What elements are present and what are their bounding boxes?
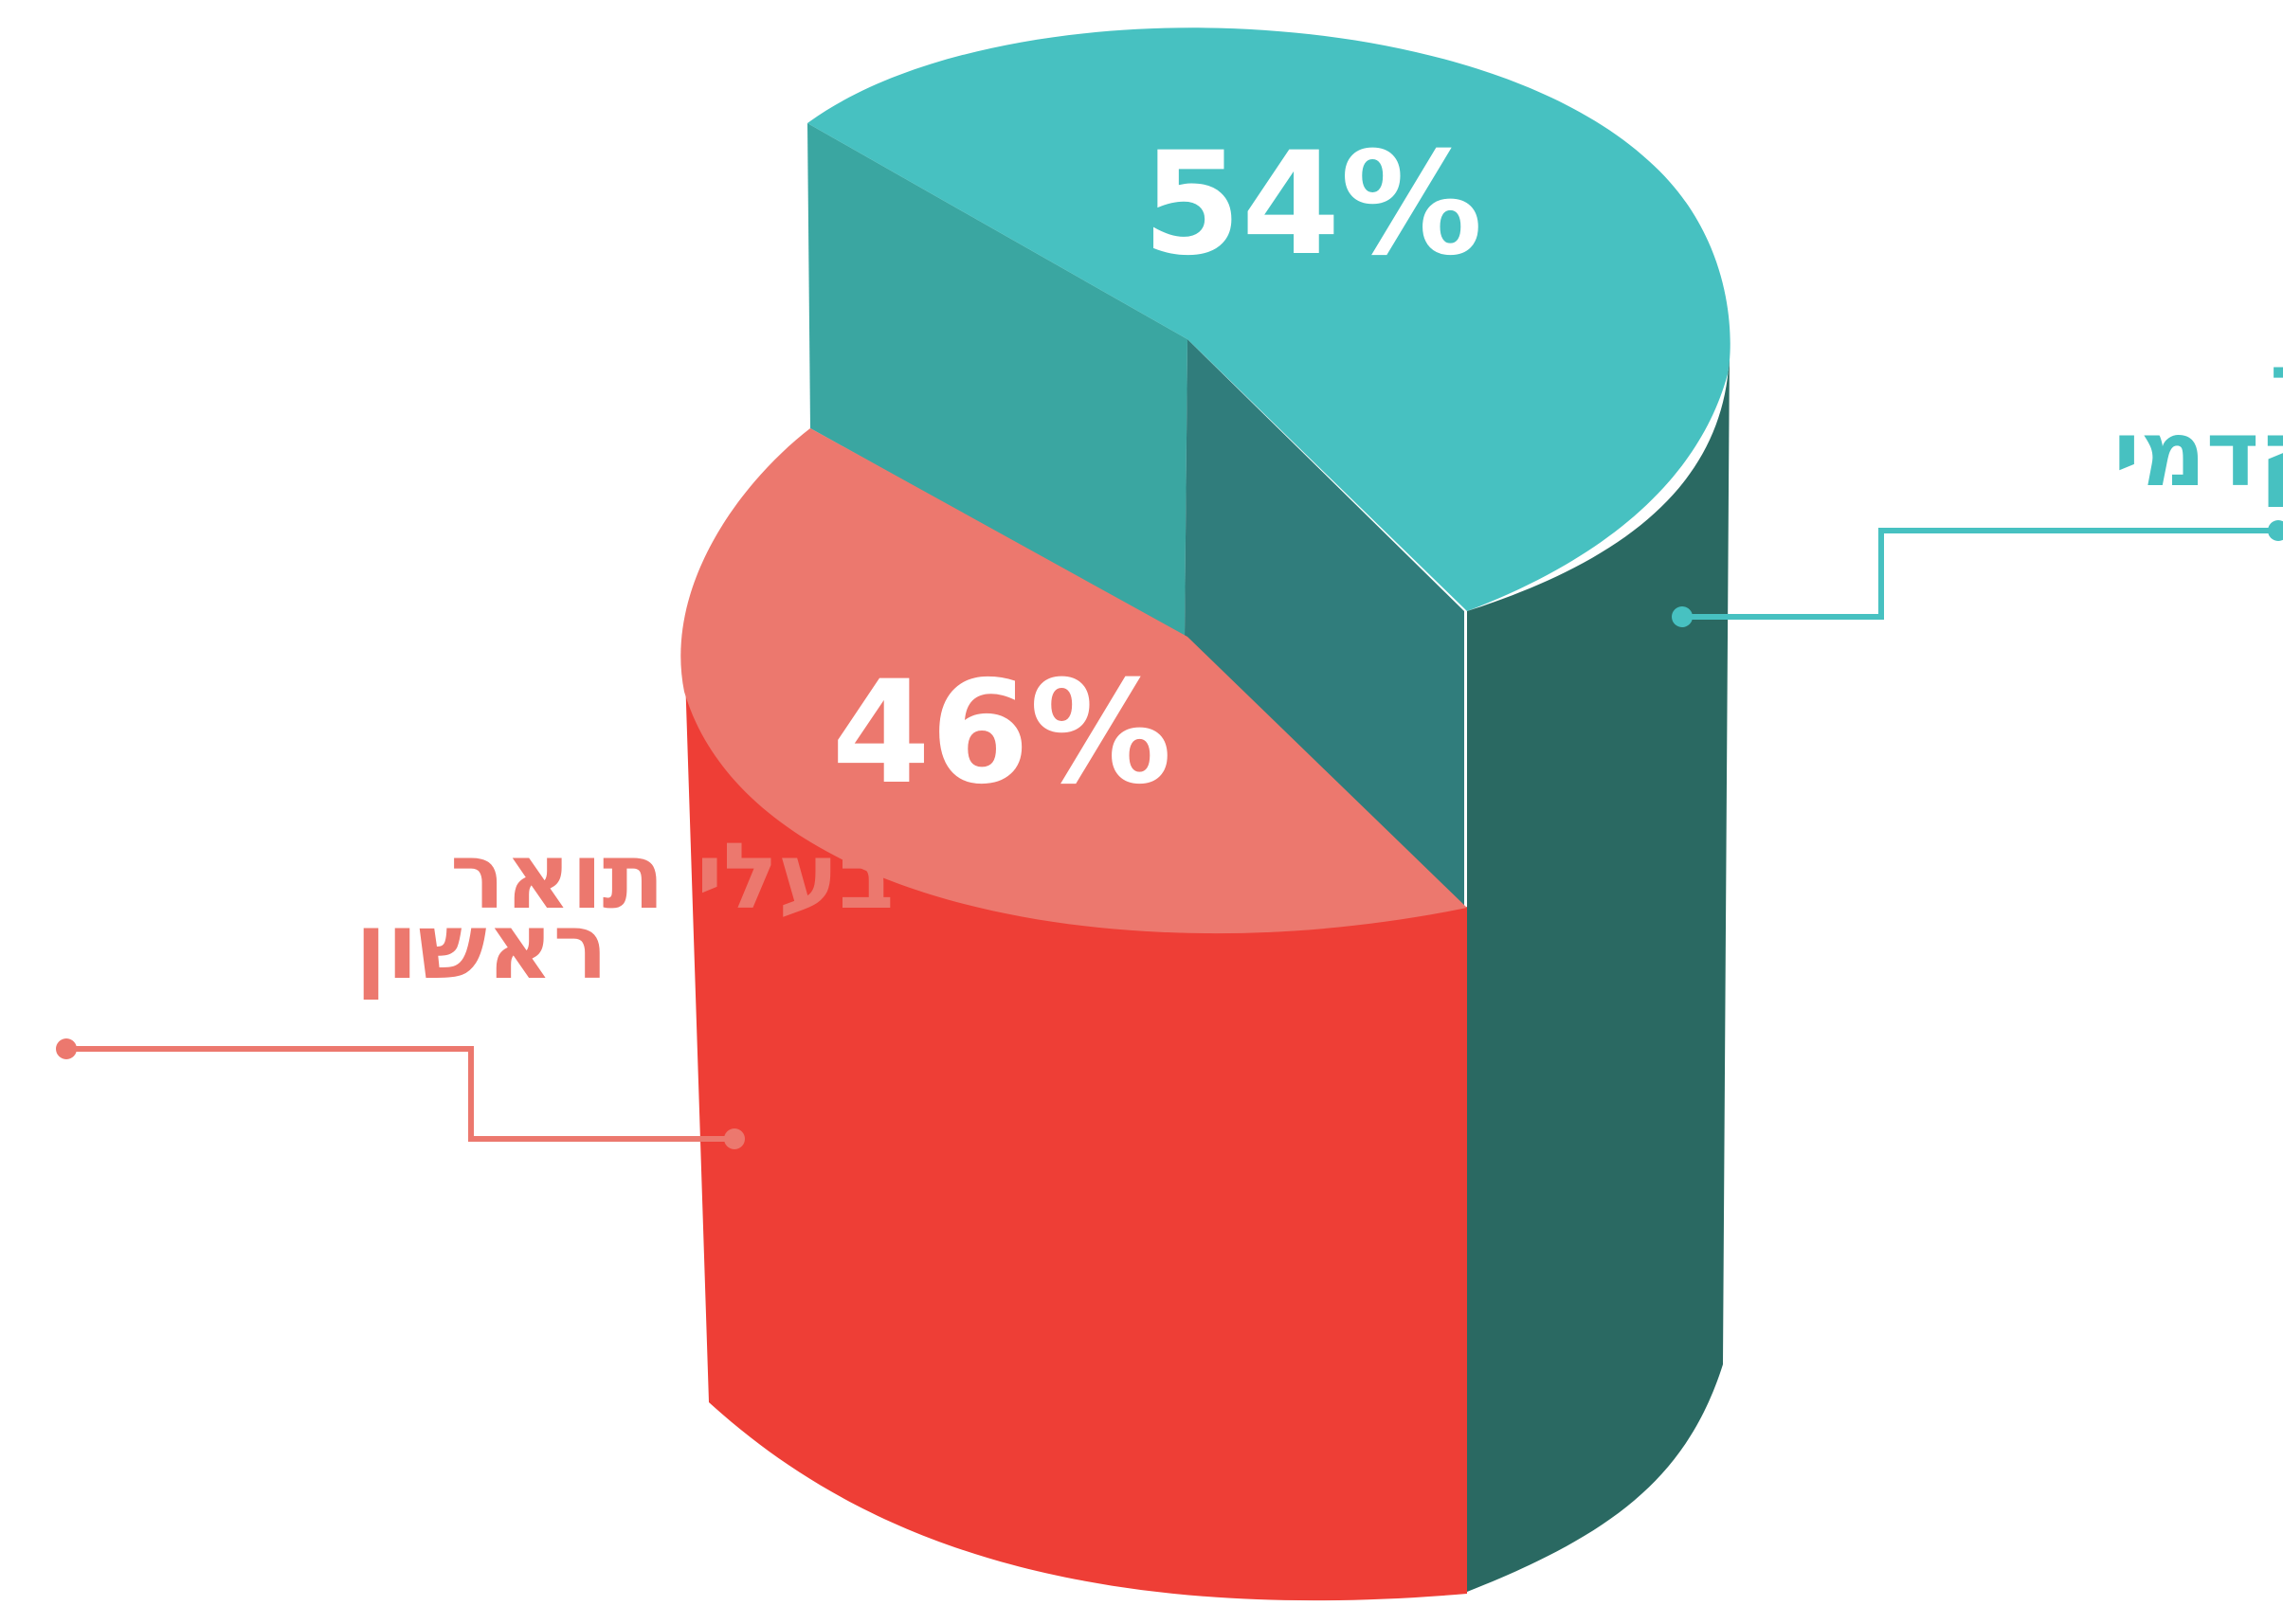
slice-inner-wall-back bbox=[807, 123, 1187, 637]
slice-inner-wall-front bbox=[1185, 339, 1464, 908]
leader-dot-54-start bbox=[1672, 606, 1693, 627]
leader-dot-46-end bbox=[56, 1038, 77, 1059]
data-label-46: 46% bbox=[831, 651, 1171, 816]
slice-top-54 bbox=[807, 27, 1730, 612]
leader-line-54 bbox=[1682, 528, 2278, 620]
slice-side-54 bbox=[1467, 346, 1730, 1592]
leader-line-46 bbox=[66, 1046, 734, 1142]
slice-label-54-line1: ללא תואר bbox=[2270, 333, 2283, 439]
slice-label-46-line1: בעלי תואר bbox=[450, 823, 894, 929]
leader-dot-46-start bbox=[724, 1128, 745, 1149]
slice-label-54-line2: אקדמי bbox=[2113, 401, 2283, 507]
leader-dot-54-end bbox=[2268, 520, 2283, 541]
slice-top-46 bbox=[680, 428, 1467, 934]
slice-label-46-line2: ראשון bbox=[355, 893, 607, 1000]
slice-side-46 bbox=[684, 646, 1467, 1601]
data-label-54: 54% bbox=[1142, 122, 1482, 287]
